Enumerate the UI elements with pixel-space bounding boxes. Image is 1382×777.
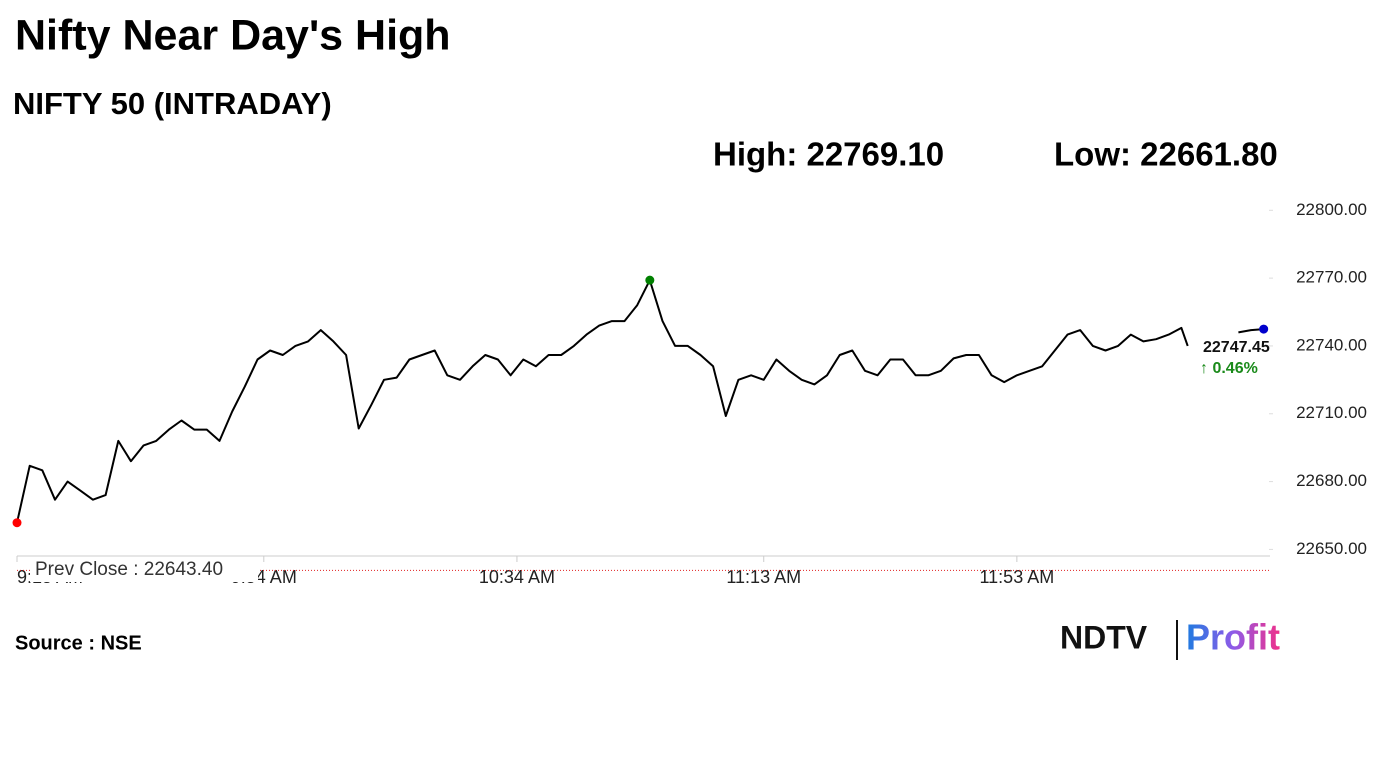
high-marker: [645, 275, 655, 285]
y-tick-label: 22650.00: [1296, 539, 1367, 558]
y-tick-label: 22770.00: [1296, 268, 1367, 287]
x-tick-label: 11:53 AM: [980, 567, 1055, 587]
price-line: [16, 279, 1264, 523]
chart-subtitle: NIFTY 50 (INTRADAY): [13, 86, 332, 121]
y-tick-label: 22710.00: [1296, 403, 1367, 422]
change-label: ↑ 0.46%: [1200, 360, 1258, 377]
y-tick-label: 22740.00: [1296, 335, 1367, 354]
x-tick-label: 10:34 AM: [479, 567, 555, 587]
prev-close-bg: [30, 558, 258, 582]
last-value-label: 22747.45: [1203, 339, 1270, 356]
low-label: Low: 22661.80: [1054, 136, 1278, 173]
logo-profit: Profit: [1186, 617, 1280, 658]
source: Source : NSE: [15, 632, 142, 654]
y-tick-label: 22680.00: [1296, 471, 1367, 490]
chart-title: Nifty Near Day's High: [15, 11, 451, 59]
x-tick-label: 11:13 AM: [726, 567, 801, 587]
high-label: High: 22769.10: [713, 136, 944, 173]
prev-close-label: Prev Close : 22643.40: [35, 559, 223, 580]
low-marker: [12, 518, 22, 528]
last-marker: [1259, 324, 1269, 334]
y-tick-label: 22800.00: [1296, 200, 1367, 219]
logo-ndtv: NDTV: [1060, 619, 1148, 655]
